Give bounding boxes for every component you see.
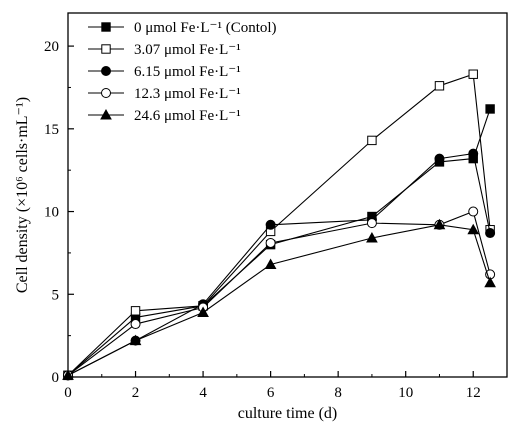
series-line [67, 73, 491, 376]
data-point-marker [197, 306, 209, 317]
series-2 [63, 148, 496, 381]
y-tick-label: 10 [44, 205, 59, 221]
x-tick-label: 2 [132, 385, 140, 401]
data-point-marker [467, 223, 480, 235]
legend-label: 24.6 μmol Fe·L⁻¹ [134, 108, 241, 124]
data-point-marker [62, 369, 74, 380]
data-point-marker [485, 228, 496, 239]
data-point-marker [265, 237, 276, 248]
legend-label: 12.3 μmol Fe·L⁻¹ [134, 86, 241, 102]
x-tick-label: 12 [466, 385, 481, 401]
data-point-marker [468, 148, 479, 159]
data-point-marker [434, 153, 445, 164]
x-tick-label: 8 [334, 385, 342, 401]
y-tick-label: 0 [52, 370, 60, 386]
data-point-marker [101, 44, 111, 54]
data-point-marker [101, 88, 111, 98]
legend-label: 6.15 μmol Fe·L⁻¹ [134, 64, 241, 80]
data-point-marker [129, 334, 142, 346]
data-point-marker [468, 206, 479, 217]
y-tick-label: 5 [52, 287, 60, 303]
data-point-marker [468, 69, 478, 79]
legend-label: 3.07 μmol Fe·L⁻¹ [134, 42, 241, 58]
series-line [67, 224, 491, 376]
data-point-marker [433, 218, 446, 230]
data-point-marker [101, 22, 111, 32]
y-tick-label: 15 [44, 122, 59, 138]
x-tick-label: 4 [199, 385, 207, 401]
plot-frame [67, 12, 508, 378]
data-point-marker [366, 231, 378, 243]
data-point-marker [101, 66, 111, 76]
data-point-marker [367, 135, 377, 146]
series-4 [62, 218, 496, 380]
x-tick-label: 6 [267, 385, 275, 401]
y-axis-title: Cell density (×10⁶ cells·mL⁻¹) [14, 97, 31, 293]
data-point-marker [265, 219, 276, 230]
series-line [67, 108, 491, 376]
y-tick-label: 20 [44, 39, 59, 55]
x-tick-label: 0 [64, 385, 72, 401]
data-point-marker [100, 108, 112, 120]
data-point-marker [484, 276, 496, 288]
series-0 [63, 104, 495, 381]
legend-label: 0 μmol Fe·L⁻¹ (Contol) [134, 20, 277, 36]
data-point-marker [366, 218, 377, 229]
series-line [67, 153, 491, 376]
data-point-marker [434, 81, 445, 91]
legend: 0 μmol Fe·L⁻¹ (Contol) 3.07 μmol Fe·L⁻¹ 6.… [88, 20, 277, 124]
series-line [67, 210, 491, 376]
data-point-marker [130, 319, 141, 330]
series-3 [63, 206, 496, 381]
x-tick-label: 10 [398, 385, 413, 401]
x-axis-title: culture time (d) [238, 405, 338, 422]
data-point-marker [485, 104, 495, 114]
data-point-marker [130, 306, 141, 316]
data-point-marker [264, 258, 277, 269]
